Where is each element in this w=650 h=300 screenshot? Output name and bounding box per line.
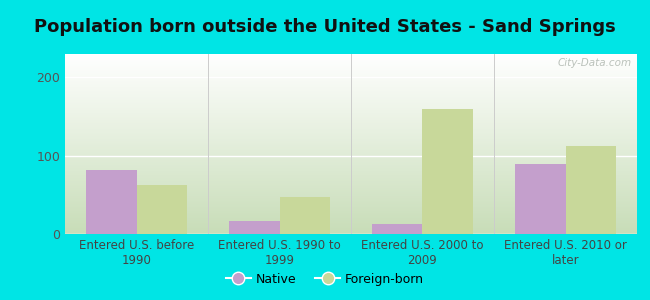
Bar bbox=[280, 197, 330, 234]
Text: Population born outside the United States - Sand Springs: Population born outside the United State… bbox=[34, 18, 616, 36]
Bar bbox=[86, 170, 136, 234]
Bar bbox=[422, 109, 473, 234]
Bar bbox=[229, 221, 280, 234]
Bar bbox=[136, 185, 187, 234]
Bar bbox=[372, 224, 423, 234]
Text: City-Data.com: City-Data.com bbox=[557, 58, 631, 68]
Legend: Native, Foreign-born: Native, Foreign-born bbox=[221, 268, 429, 291]
Bar bbox=[515, 164, 566, 234]
Bar bbox=[566, 146, 616, 234]
